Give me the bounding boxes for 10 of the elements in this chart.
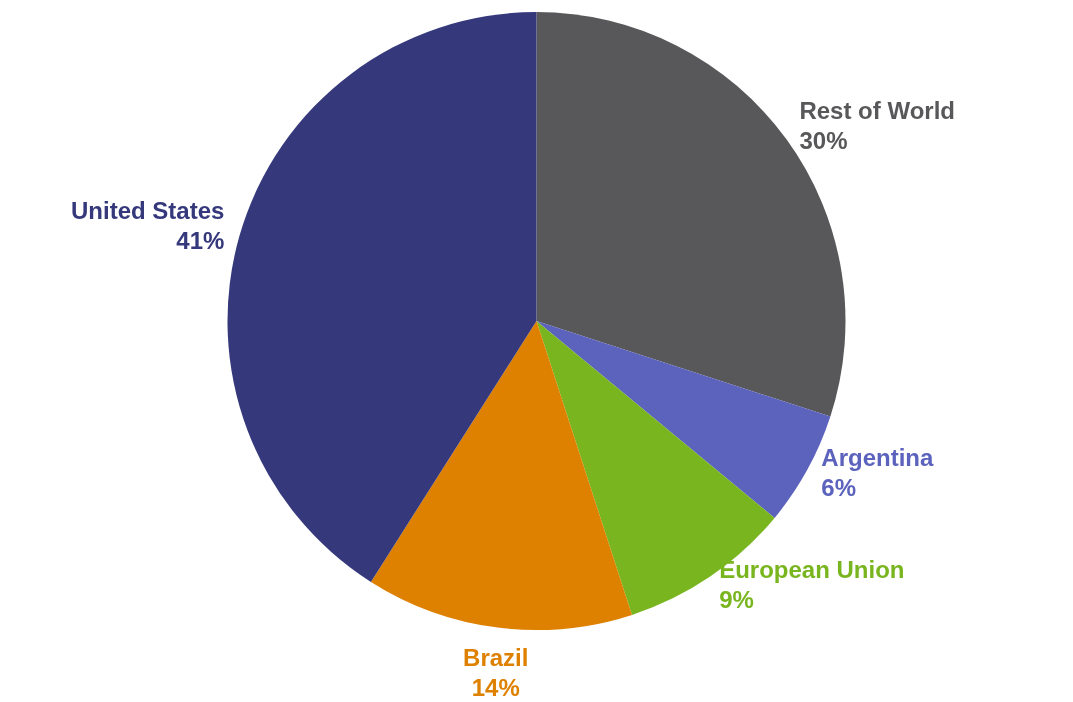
data-label: 6% [821,474,856,502]
data-label: 41% [176,226,225,254]
slice-label: United States [71,196,225,224]
slice-label: Brazil [463,644,529,672]
data-label: 9% [719,586,754,614]
slice-label: Rest of World [799,96,955,124]
slice-label: Argentina [821,444,934,472]
data-label: 14% [471,674,520,702]
data-label: 30% [799,126,848,154]
slice-label: European Union [719,556,905,584]
